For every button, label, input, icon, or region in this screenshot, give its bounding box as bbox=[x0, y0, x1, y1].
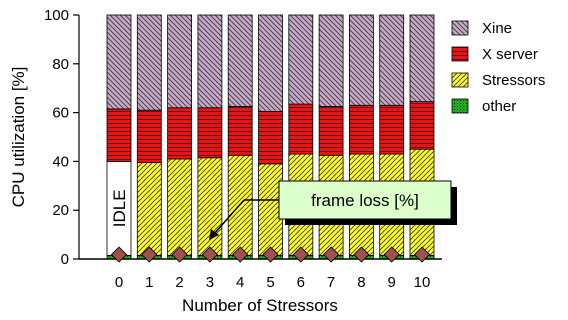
bar-segment-xine bbox=[227, 14, 253, 107]
x-axis-label: Number of Stressors bbox=[182, 296, 338, 315]
bar-segment-x-server bbox=[136, 109, 162, 164]
bar-segment-x-server bbox=[258, 110, 283, 165]
legend-label: Stressors bbox=[482, 72, 545, 89]
frame-loss-marker bbox=[383, 246, 400, 263]
y-axis-ticks: 0 20 40 60 80 100 bbox=[44, 7, 79, 268]
bar-segment-x-server bbox=[409, 101, 435, 150]
bar-segment-x-server bbox=[288, 103, 314, 155]
bar-segment-xine bbox=[197, 14, 223, 109]
bar-segment-x-server bbox=[348, 104, 374, 155]
frame-loss-marker bbox=[413, 246, 431, 263]
legend-swatch bbox=[451, 20, 469, 36]
y-tick-label: 40 bbox=[52, 153, 69, 170]
bar-segment-x-server bbox=[379, 104, 405, 155]
bar-segment-xine bbox=[136, 14, 162, 111]
x-tick-label: 9 bbox=[388, 274, 396, 291]
x-tick-label: 4 bbox=[236, 274, 244, 291]
x-tick-label: 3 bbox=[206, 274, 214, 291]
frame-loss-marker bbox=[262, 246, 279, 263]
frame-loss-marker bbox=[353, 246, 370, 263]
legend-swatch bbox=[451, 46, 469, 62]
bar-segment-x-server bbox=[318, 106, 344, 156]
bar-segment-x-server bbox=[106, 108, 132, 162]
x-tick-label: 8 bbox=[357, 274, 365, 291]
bar-segment-xine bbox=[409, 14, 435, 103]
y-axis-label: CPU utilization [%] bbox=[9, 67, 28, 208]
frame-loss-annotation: frame loss [%] bbox=[209, 180, 457, 240]
y-tick-label: 80 bbox=[52, 56, 69, 73]
x-tick-label: 10 bbox=[414, 274, 431, 291]
y-tick-label: 0 bbox=[61, 251, 69, 268]
frame-loss-marker bbox=[232, 246, 249, 263]
x-tick-label: 5 bbox=[266, 274, 274, 291]
x-tick-label: 7 bbox=[327, 274, 335, 291]
annotation-arrow-stem bbox=[213, 199, 245, 235]
x-tick-label: 6 bbox=[297, 274, 305, 291]
legend-label: Xine bbox=[482, 20, 512, 37]
x-tick-label: 1 bbox=[145, 274, 153, 291]
x-axis-ticks: 0 1 2 3 4 5 6 7 8 9 10 bbox=[115, 274, 431, 291]
bar-segment-xine bbox=[258, 14, 283, 112]
bar-segment-stressors bbox=[197, 157, 223, 256]
idle-label: IDLE bbox=[110, 189, 129, 227]
bar-segment-xine bbox=[167, 14, 193, 109]
frame-loss-marker bbox=[141, 246, 158, 263]
y-tick-label: 100 bbox=[44, 7, 69, 24]
bar-segment-xine bbox=[288, 14, 314, 105]
bar-segment-xine bbox=[318, 14, 344, 107]
bar-segment-xine bbox=[348, 14, 374, 106]
frame-loss-marker bbox=[323, 246, 340, 263]
bar-segment-stressors bbox=[136, 162, 162, 256]
bar-segment-xine bbox=[379, 14, 405, 106]
bar-segment-x-server bbox=[167, 107, 193, 160]
frame-loss-annotation-label: frame loss [%] bbox=[311, 191, 419, 210]
y-tick-label: 60 bbox=[52, 105, 69, 122]
y-tick-label: 20 bbox=[52, 202, 69, 219]
bar-segment-stressors bbox=[167, 158, 193, 256]
x-tick-label: 2 bbox=[175, 274, 183, 291]
bar-segment-x-server bbox=[197, 107, 223, 159]
frame-loss-marker bbox=[110, 246, 128, 263]
legend-label: other bbox=[482, 98, 516, 115]
frame-loss-marker bbox=[171, 246, 188, 263]
legend: Xine X server Stressors other bbox=[451, 20, 545, 115]
legend-swatch bbox=[451, 98, 469, 114]
annotation-arrow-head bbox=[209, 229, 219, 240]
frame-loss-marker bbox=[292, 246, 309, 263]
x-tick-label: 0 bbox=[115, 274, 123, 291]
legend-label: X server bbox=[482, 46, 538, 63]
bar-segment-xine bbox=[106, 14, 132, 110]
bar-segment-x-server bbox=[227, 106, 253, 156]
frame-loss-markers bbox=[110, 246, 431, 263]
legend-swatch bbox=[451, 72, 469, 88]
frame-loss-marker bbox=[201, 246, 218, 263]
